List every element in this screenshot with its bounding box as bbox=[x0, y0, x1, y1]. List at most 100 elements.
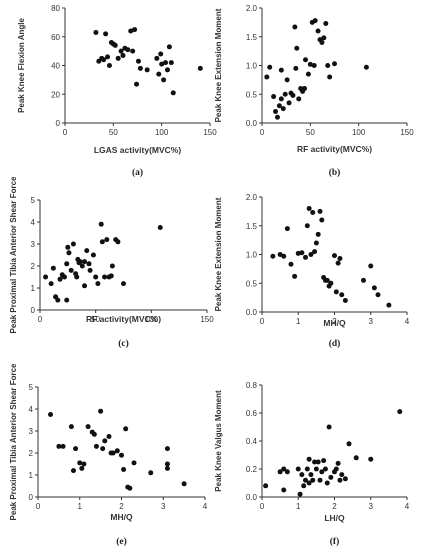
x-tick-label: 50 bbox=[91, 315, 100, 324]
data-point bbox=[131, 460, 137, 466]
data-point bbox=[70, 241, 76, 247]
data-point bbox=[93, 274, 99, 280]
data-point bbox=[273, 109, 279, 114]
y-tick-label: 0.0 bbox=[246, 308, 258, 317]
data-point bbox=[68, 267, 74, 273]
chart-panel-2: 0 50 100 150 0.0 0.5 1.0 1.5 2.0 RF activity(MVC%… bbox=[214, 4, 414, 178]
data-point bbox=[95, 281, 101, 287]
data-point bbox=[322, 466, 328, 472]
data-point bbox=[84, 248, 90, 254]
data-point bbox=[264, 74, 270, 80]
data-point bbox=[306, 206, 312, 211]
data-point bbox=[98, 408, 104, 414]
data-point bbox=[315, 231, 321, 237]
data-point bbox=[333, 466, 339, 472]
x-axis-label: LH/Q bbox=[324, 513, 345, 523]
data-point bbox=[79, 263, 85, 269]
data-point bbox=[79, 465, 85, 471]
data-point bbox=[284, 469, 290, 475]
data-point bbox=[85, 424, 91, 430]
data-point bbox=[148, 470, 154, 476]
y-tick-label: 1.5 bbox=[246, 222, 258, 231]
data-point bbox=[315, 28, 321, 34]
y-axis-label: Peak Proximal Tibia Anterior Shear Force bbox=[9, 363, 18, 521]
y-tick-label: 0.0 bbox=[246, 119, 258, 128]
x-tick-label: 4 bbox=[405, 502, 410, 511]
data-point bbox=[55, 297, 61, 303]
data-point bbox=[43, 274, 49, 280]
x-tick-label: 4 bbox=[203, 502, 208, 511]
y-tick-label: 5 bbox=[29, 383, 34, 392]
data-point bbox=[91, 431, 97, 437]
data-point bbox=[332, 61, 337, 67]
data-point bbox=[326, 424, 332, 430]
data-point bbox=[110, 450, 116, 456]
panel-label: (f) bbox=[330, 536, 340, 547]
x-tick-label: 100 bbox=[155, 128, 169, 137]
data-point bbox=[48, 412, 54, 417]
data-point bbox=[337, 477, 343, 483]
data-point bbox=[306, 456, 312, 462]
data-point bbox=[305, 71, 311, 77]
data-point bbox=[48, 281, 54, 287]
data-point bbox=[295, 466, 301, 472]
data-point bbox=[310, 210, 316, 216]
x-tick-label: 0 bbox=[63, 128, 68, 137]
data-point bbox=[312, 459, 318, 465]
y-tick-label: 1 bbox=[31, 284, 36, 293]
y-tick-label: 80 bbox=[51, 4, 60, 13]
x-tick-label: 1 bbox=[78, 502, 83, 511]
data-point bbox=[293, 65, 299, 71]
x-tick-label: 50 bbox=[306, 128, 315, 137]
chart-panel-1: 0 50 100 150 0 20 40 60 80 LGAS activity(MVC%) Pea… bbox=[17, 4, 217, 178]
data-point bbox=[156, 71, 162, 77]
data-point bbox=[288, 261, 294, 267]
data-point bbox=[57, 276, 63, 282]
data-point bbox=[339, 472, 345, 478]
x-tick-label: 3 bbox=[161, 502, 166, 511]
data-point bbox=[270, 253, 276, 259]
data-point bbox=[335, 260, 341, 266]
data-point bbox=[87, 267, 93, 273]
data-point bbox=[64, 297, 70, 303]
data-point bbox=[170, 90, 176, 96]
data-point bbox=[308, 472, 314, 478]
data-point bbox=[278, 67, 284, 73]
data-point bbox=[327, 74, 333, 80]
x-axis-label: LGAS activity(MVC%) bbox=[94, 145, 182, 155]
data-point bbox=[109, 263, 115, 269]
x-tick-label: 150 bbox=[400, 128, 414, 137]
data-point bbox=[144, 67, 150, 73]
data-point bbox=[363, 64, 369, 70]
data-point bbox=[90, 252, 96, 258]
data-point bbox=[323, 21, 329, 27]
data-point bbox=[86, 261, 92, 267]
x-tick-label: 150 bbox=[200, 315, 214, 324]
data-point bbox=[115, 239, 121, 245]
data-point bbox=[137, 65, 143, 71]
data-point bbox=[284, 226, 290, 232]
data-point bbox=[299, 472, 305, 478]
data-point bbox=[100, 446, 106, 452]
data-point bbox=[106, 63, 112, 68]
data-point bbox=[134, 81, 140, 87]
x-axis-label: MH/Q bbox=[110, 512, 133, 522]
data-point bbox=[371, 285, 377, 291]
data-point bbox=[56, 443, 62, 449]
y-tick-label: 1 bbox=[29, 471, 34, 480]
y-tick-label: 0.6 bbox=[246, 409, 258, 418]
y-tick-label: 0.0 bbox=[246, 493, 258, 502]
data-point bbox=[81, 461, 87, 467]
data-point bbox=[280, 106, 286, 112]
data-point bbox=[308, 252, 314, 257]
data-point bbox=[181, 481, 187, 487]
x-tick-label: 0 bbox=[38, 315, 43, 324]
x-tick-label: 1 bbox=[296, 317, 301, 326]
data-point bbox=[104, 237, 110, 243]
panel-label: (c) bbox=[118, 338, 129, 349]
data-point bbox=[130, 48, 136, 54]
data-point bbox=[164, 465, 170, 471]
y-tick-label: 0.4 bbox=[246, 437, 258, 446]
data-point bbox=[321, 458, 327, 464]
data-point bbox=[102, 274, 108, 280]
